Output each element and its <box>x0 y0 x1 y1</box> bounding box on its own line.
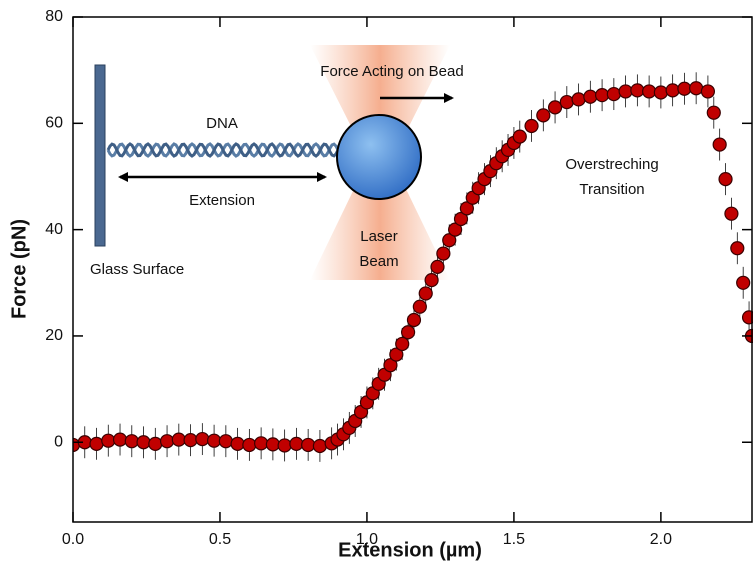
data-point <box>718 172 733 187</box>
x-tick-label: 1.0 <box>356 531 378 548</box>
data-point <box>594 88 610 103</box>
data-point <box>124 434 139 449</box>
y-tick-label: 80 <box>45 8 63 25</box>
data-point <box>289 436 304 451</box>
data-point <box>400 325 416 340</box>
data-point <box>218 434 233 449</box>
x-tick-label: 0.0 <box>62 531 84 548</box>
data-point <box>230 436 245 451</box>
data-point <box>606 86 621 102</box>
x-tick-label: 0.5 <box>209 531 231 548</box>
data-point <box>689 81 704 96</box>
data-point <box>301 437 316 453</box>
y-tick-label: 60 <box>45 115 63 132</box>
data-point <box>389 347 404 362</box>
data-point <box>706 105 721 120</box>
data-point <box>312 438 328 454</box>
data-point <box>665 83 680 98</box>
data-point <box>618 84 633 99</box>
data-point <box>195 431 210 447</box>
setup-diagram <box>94 45 454 280</box>
data-point <box>430 259 445 274</box>
data-point <box>559 94 574 110</box>
x-axis-label: Extension (µm) <box>338 539 482 561</box>
data-point <box>171 432 186 447</box>
annotation: Overstreching <box>565 156 658 173</box>
data-point <box>406 312 422 328</box>
data-point <box>265 437 280 452</box>
data-point <box>424 273 439 288</box>
annotation: Transition <box>579 181 644 198</box>
data-point <box>459 201 474 216</box>
data-point <box>677 81 692 96</box>
data-point <box>700 84 716 99</box>
annotation: Laser <box>360 228 398 245</box>
dna-strand <box>106 142 340 158</box>
data-point <box>442 233 457 248</box>
data-point <box>524 118 539 134</box>
annotation: Extension <box>189 192 255 209</box>
data-point <box>183 433 198 448</box>
data-point <box>653 85 668 100</box>
data-point <box>630 83 645 98</box>
data-point <box>383 358 398 373</box>
data-point <box>148 436 163 451</box>
data-point <box>571 92 586 107</box>
data-point <box>101 433 116 448</box>
data-point <box>436 246 451 261</box>
data-point <box>712 137 727 152</box>
data-point <box>724 206 739 221</box>
data-point <box>547 100 563 115</box>
data-point <box>448 222 463 237</box>
data-point <box>112 432 128 447</box>
data-point <box>583 89 598 104</box>
bead <box>336 114 422 200</box>
axes-frame <box>72 16 753 523</box>
data-point <box>512 129 527 144</box>
y-tick-label: 40 <box>45 221 63 238</box>
y-axis-label: Force (pN) <box>8 219 30 319</box>
annotation: Beam <box>359 253 398 270</box>
annotation: Glass Surface <box>90 261 184 278</box>
x-tick-label: 1.5 <box>503 531 525 548</box>
data-point <box>395 336 410 352</box>
data-point <box>89 436 104 451</box>
plot-area <box>73 72 753 462</box>
data-point <box>136 435 151 450</box>
y-tick-label: 0 <box>54 433 63 450</box>
data-point <box>453 211 469 227</box>
data-point <box>536 108 551 123</box>
data-point <box>736 275 751 290</box>
data-point <box>254 436 269 451</box>
annotation: DNA <box>206 115 238 132</box>
glass-surface <box>94 64 106 247</box>
data-point <box>412 299 427 314</box>
y-tick-label: 20 <box>45 327 63 344</box>
annotation: Force Acting on Bead <box>320 63 463 80</box>
data-point <box>418 286 433 301</box>
data-point <box>730 241 745 256</box>
x-tick-label: 2.0 <box>650 531 672 548</box>
data-point <box>206 433 222 448</box>
data-point <box>242 437 257 453</box>
data-point <box>277 438 292 453</box>
data-point <box>642 84 657 99</box>
data-point <box>741 310 753 325</box>
data-point <box>159 434 175 449</box>
